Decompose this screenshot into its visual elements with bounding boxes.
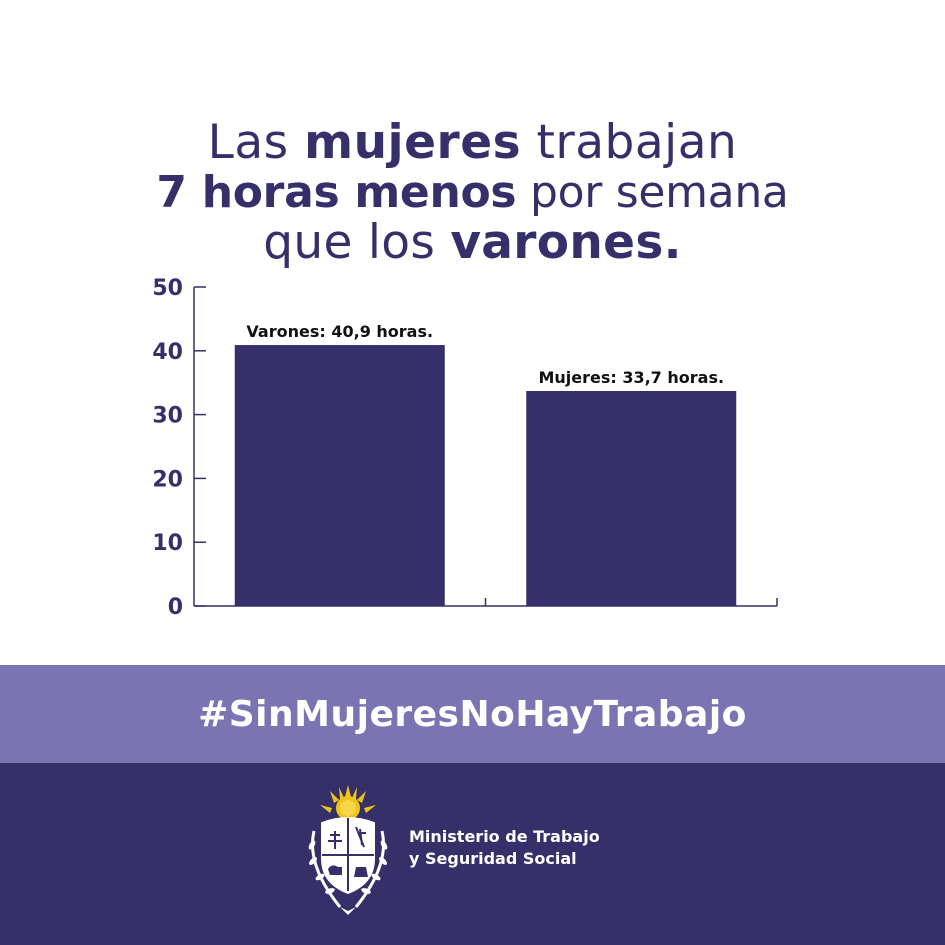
headline-emphasis: mujeres	[304, 115, 522, 170]
y-tick-label: 40	[152, 340, 183, 365]
headline: Las mujeres trabajan 7 horas menos por s…	[0, 118, 945, 268]
hashtag-band: #SinMujeresNoHayTrabajo	[0, 665, 945, 763]
y-tick-label: 0	[168, 595, 183, 620]
headline-line-1: Las mujeres trabajan	[0, 118, 945, 168]
hashtag: #SinMujeresNoHayTrabajo	[198, 693, 747, 735]
ministry-name: Ministerio de Trabajo y Seguridad Social	[409, 826, 600, 870]
y-tick-label: 20	[152, 467, 183, 492]
bar-varones	[234, 345, 445, 606]
headline-emphasis: varones.	[450, 215, 682, 270]
headline-text: trabajan	[521, 115, 738, 170]
headline-emphasis: 7 horas menos	[156, 167, 517, 218]
y-tick-label: 50	[152, 276, 183, 301]
footer: Ministerio de Trabajo y Seguridad Social	[0, 763, 945, 945]
headline-text: por semana	[516, 167, 789, 218]
ministry-line-1: Ministerio de Trabajo	[409, 827, 600, 846]
headline-text: que los	[263, 215, 451, 270]
ministry-line-2: y Seguridad Social	[409, 849, 577, 868]
y-tick-label: 30	[152, 404, 183, 429]
y-tick-label: 10	[152, 531, 183, 556]
data-label-mujeres: Mujeres: 33,7 horas.	[538, 368, 724, 387]
uruguay-coat-of-arms-icon	[308, 785, 388, 915]
headline-line-2: 7 horas menos por semana	[0, 168, 945, 218]
data-label-varones: Varones: 40,9 horas.	[246, 322, 433, 341]
headline-line-3: que los varones.	[0, 218, 945, 268]
bar-mujeres	[526, 390, 737, 606]
headline-text: Las	[207, 115, 305, 170]
